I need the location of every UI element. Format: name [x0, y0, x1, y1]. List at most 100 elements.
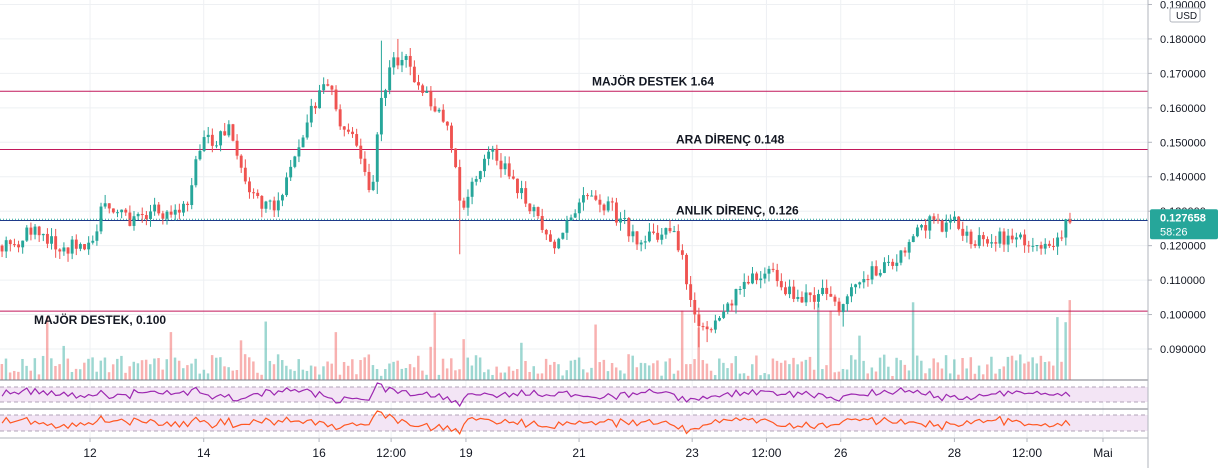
candle-body	[103, 203, 107, 207]
candle-body	[957, 216, 961, 229]
volume-bar	[854, 359, 857, 380]
current-price-label: 0.127658	[1160, 212, 1206, 224]
volume-bar	[359, 359, 362, 380]
volume-bar	[268, 360, 272, 380]
candle-body	[293, 156, 297, 167]
candle-body	[210, 134, 214, 146]
volume-bar	[623, 373, 626, 380]
volume-bar	[87, 358, 90, 380]
candle-body	[62, 247, 66, 252]
candle-body	[796, 297, 800, 299]
volume-bar	[507, 366, 511, 380]
bar-countdown: 58:26	[1160, 226, 1188, 238]
candle-body	[248, 181, 251, 193]
volume-bar	[751, 364, 754, 380]
candle-body	[887, 261, 890, 263]
candle-body	[1068, 219, 1072, 223]
volume-bar	[1060, 361, 1063, 380]
volume-bar	[264, 321, 267, 380]
volume-bar	[837, 371, 841, 380]
candle-body	[668, 228, 672, 232]
volume-bar	[462, 339, 465, 380]
candle-body	[689, 284, 693, 300]
candle-body	[264, 201, 268, 209]
volume-bar	[709, 370, 713, 380]
volume-bar	[779, 362, 783, 380]
candle-body	[528, 203, 532, 212]
volume-bar	[718, 358, 721, 380]
candle-body	[924, 225, 928, 231]
volume-bar	[83, 362, 86, 380]
horizontal-levels[interactable]: MAJÖR DESTEK 1.64 ARA DİRENÇ 0.148 ANLIK D…	[0, 73, 1148, 327]
volume-bar	[928, 368, 931, 380]
volume-bar	[297, 359, 300, 380]
volume-bar	[206, 373, 210, 380]
volume-bar	[33, 358, 37, 380]
volume-bar	[1019, 354, 1022, 380]
volume-bar	[594, 324, 597, 380]
candle-body	[652, 231, 655, 233]
candle-body	[825, 287, 829, 294]
candle-body	[697, 314, 701, 327]
volume-bar	[210, 355, 214, 380]
price-axis[interactable]: 0.190000 0.180000 0.170000 0.160000 0.150000…	[1147, 0, 1220, 468]
candle-body	[462, 200, 466, 208]
candle-body	[252, 192, 256, 194]
currency-badge[interactable]	[1169, 7, 1201, 23]
volume-bar	[404, 367, 408, 380]
volume-bar	[149, 364, 152, 380]
volume-bar	[887, 366, 890, 380]
candle-body	[322, 84, 326, 91]
candle-body	[672, 231, 676, 233]
volume-bar	[392, 361, 395, 380]
candle-body	[738, 288, 742, 290]
volume-bar	[99, 360, 103, 380]
time-axis[interactable]: 12 14 16 12:00 19 21 23 12:00 26 28 12:00 Mai	[0, 437, 1148, 460]
volume-bar	[219, 357, 222, 380]
candle-body	[565, 220, 569, 233]
volume-bar	[998, 368, 1001, 380]
volume-bar	[614, 367, 618, 380]
candle-body	[58, 249, 62, 252]
candle-body	[305, 122, 309, 138]
volume-bar	[116, 358, 119, 380]
volume-bar	[12, 370, 16, 380]
volume-bar	[478, 357, 482, 380]
candle-body	[676, 231, 680, 251]
volume-bar	[95, 371, 98, 380]
volume-bar	[445, 368, 449, 380]
candle-body	[524, 188, 528, 204]
volume-bar	[334, 332, 338, 380]
candle-body	[379, 97, 383, 135]
candle-body	[437, 109, 441, 112]
candle-body	[1027, 245, 1031, 247]
volume-bar	[755, 355, 758, 380]
candle-body	[915, 227, 919, 237]
volume-bar	[610, 363, 614, 380]
volume-bar	[652, 363, 655, 380]
volume-bar	[227, 367, 230, 380]
price-tick-label: 0.110000	[1160, 275, 1205, 287]
volume-bar	[660, 375, 663, 380]
volume-bar	[511, 370, 515, 380]
candle-body	[874, 266, 878, 276]
volume-bar	[248, 357, 251, 380]
volume-bar	[1043, 361, 1047, 380]
volume-bar	[8, 372, 12, 380]
candle-body	[367, 171, 371, 191]
candle-body	[21, 240, 25, 248]
candle-body	[792, 286, 796, 299]
candle-body	[285, 177, 289, 196]
volume-bar	[866, 373, 869, 380]
volume-bar	[948, 373, 952, 380]
volume-bar	[412, 367, 416, 380]
candle-body	[297, 147, 301, 157]
candle-body	[569, 217, 573, 221]
volume-bar	[911, 302, 915, 380]
candle-body	[450, 125, 453, 149]
candle-body	[1060, 237, 1064, 239]
indicator-band	[0, 387, 1148, 402]
candle-body	[276, 200, 280, 211]
